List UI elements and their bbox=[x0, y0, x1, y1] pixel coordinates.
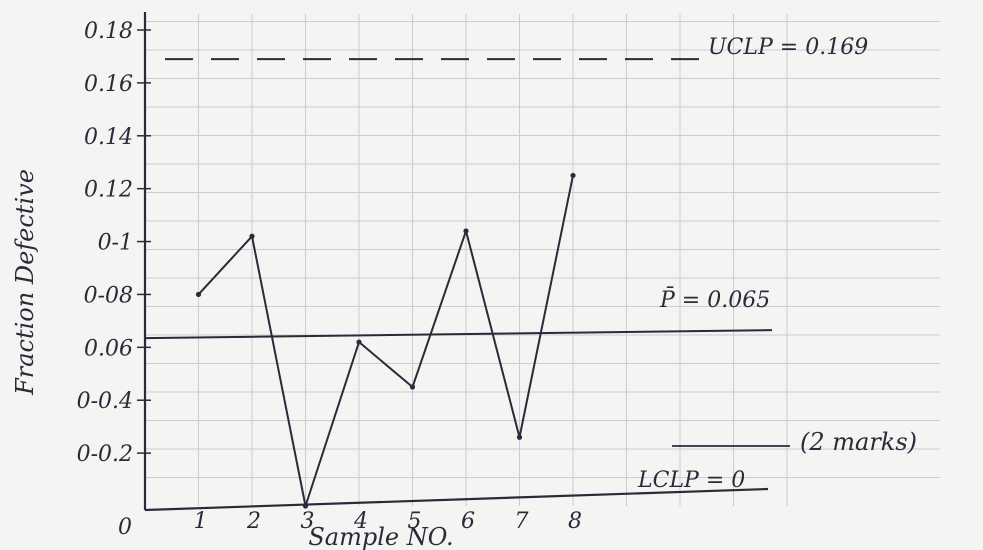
data-point bbox=[249, 233, 255, 239]
y-tick-label: 0.14 bbox=[84, 125, 133, 150]
y-tick-label: 0-0.2 bbox=[77, 442, 133, 467]
x-axis-title: Sample NO. bbox=[308, 523, 453, 550]
x-tick-labels: 1 2 3 4 5 6 7 8 bbox=[194, 509, 583, 534]
data-point bbox=[516, 434, 523, 440]
grid bbox=[145, 14, 940, 506]
center-line-label: P̄ = 0.065 bbox=[659, 286, 770, 313]
x-tick-label: 3 bbox=[301, 509, 315, 534]
data-point bbox=[570, 172, 576, 179]
y-axis-title: Fraction Defective bbox=[11, 169, 39, 396]
y-tick-label: 0.18 bbox=[84, 19, 133, 44]
x-axis-line bbox=[144, 487, 769, 512]
center-line bbox=[144, 329, 773, 340]
x-tick-label: 6 bbox=[461, 509, 475, 534]
series bbox=[195, 172, 576, 509]
y-tick-label: 0.06 bbox=[84, 336, 133, 361]
y-tick-label: 0-0.4 bbox=[77, 389, 133, 414]
x-tick-label: 7 bbox=[515, 509, 529, 534]
y-tick-label: 0-1 bbox=[98, 231, 133, 256]
data-point bbox=[356, 339, 362, 345]
x-tick-label: 5 bbox=[408, 509, 422, 534]
data-point bbox=[409, 384, 416, 390]
x-tick-label: 1 bbox=[194, 509, 208, 534]
series-line bbox=[197, 175, 574, 507]
lcl-label: LCLP = 0 bbox=[637, 468, 745, 493]
marks-annotation: (2 marks) bbox=[800, 428, 917, 456]
x-tick-label: 2 bbox=[246, 509, 261, 534]
y-tick-labels: 0 0-0.2 0-0.4 0.06 0-08 0-1 0.12 0.14 0.16 0.18 bbox=[77, 19, 151, 540]
reference-lines bbox=[144, 58, 773, 340]
data-point bbox=[463, 228, 469, 234]
y-tick-label: 0.12 bbox=[84, 178, 133, 203]
data-point bbox=[302, 503, 309, 509]
x-tick-label: 8 bbox=[568, 509, 582, 534]
axes bbox=[143, 12, 769, 512]
data-point bbox=[195, 291, 202, 298]
y-tick-label: 0.16 bbox=[84, 72, 133, 97]
ucl-label: UCLP = 0.169 bbox=[708, 35, 868, 60]
x-tick-label: 4 bbox=[353, 509, 368, 534]
y-tick-label: 0 bbox=[118, 515, 132, 540]
y-tick-label: 0-08 bbox=[84, 283, 133, 308]
